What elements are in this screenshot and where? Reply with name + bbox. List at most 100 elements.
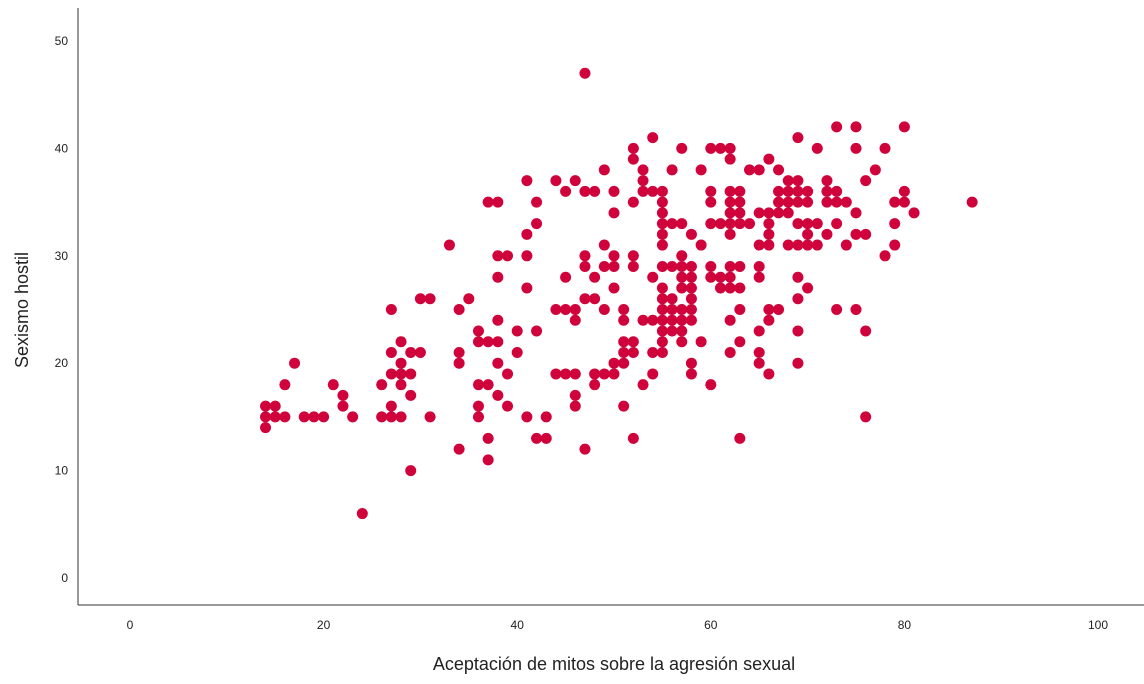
data-point	[724, 282, 736, 294]
data-point	[753, 357, 765, 369]
data-point	[395, 357, 407, 369]
data-point	[811, 218, 823, 230]
data-point	[598, 368, 610, 380]
data-point	[443, 239, 455, 251]
data-point	[472, 411, 484, 423]
data-point	[540, 411, 552, 423]
data-point	[753, 325, 765, 337]
data-point	[492, 314, 504, 326]
data-point	[656, 228, 668, 240]
data-point	[724, 314, 736, 326]
data-point	[608, 250, 620, 262]
data-point	[560, 271, 572, 283]
data-point	[376, 411, 388, 423]
data-point	[569, 389, 581, 401]
data-point	[821, 185, 833, 197]
data-point	[734, 432, 746, 444]
data-point	[811, 142, 823, 154]
data-point	[550, 368, 562, 380]
data-point	[714, 142, 726, 154]
data-point	[782, 175, 794, 187]
y-tick-label: 0	[61, 571, 68, 585]
data-point	[356, 508, 368, 520]
data-point	[734, 336, 746, 348]
x-tick-label: 40	[511, 618, 525, 632]
data-point	[560, 304, 572, 315]
data-point	[347, 411, 359, 423]
data-point	[676, 325, 688, 337]
data-point	[395, 379, 407, 391]
data-point	[521, 282, 533, 294]
data-point	[821, 196, 833, 208]
data-point	[385, 368, 397, 380]
data-point	[269, 400, 281, 412]
data-point	[656, 218, 668, 230]
data-point	[782, 207, 794, 219]
data-point	[831, 218, 843, 230]
data-point	[260, 422, 272, 434]
data-point	[879, 250, 891, 262]
data-point	[724, 218, 736, 230]
data-point	[502, 400, 514, 412]
data-point	[763, 207, 775, 219]
data-point	[898, 196, 910, 208]
data-point	[724, 153, 736, 165]
data-point	[560, 368, 572, 380]
data-point	[647, 185, 659, 197]
data-point	[618, 336, 630, 348]
data-point	[685, 357, 697, 369]
data-point	[705, 185, 717, 197]
data-point	[279, 411, 291, 423]
data-point	[782, 239, 794, 251]
data-point	[763, 304, 775, 315]
data-point	[414, 346, 426, 358]
data-point	[647, 314, 659, 326]
data-point	[831, 185, 843, 197]
data-point	[773, 304, 785, 315]
data-point	[656, 207, 668, 219]
data-point	[753, 239, 765, 251]
data-point	[676, 142, 688, 154]
data-point	[656, 325, 668, 337]
data-point	[511, 325, 523, 337]
data-point	[734, 207, 746, 219]
data-point	[531, 325, 543, 337]
data-point	[569, 304, 581, 315]
data-point	[414, 293, 426, 305]
data-point	[569, 368, 581, 380]
data-point	[656, 239, 668, 251]
data-point	[724, 185, 736, 197]
data-point	[656, 185, 668, 197]
data-point	[405, 389, 417, 401]
data-point	[802, 185, 814, 197]
data-point	[656, 261, 668, 273]
data-point	[840, 196, 852, 208]
data-point	[627, 261, 639, 273]
data-point	[724, 228, 736, 240]
data-point	[821, 175, 833, 187]
data-point	[792, 293, 804, 305]
data-point	[792, 218, 804, 230]
data-point	[705, 218, 717, 230]
data-point	[531, 196, 543, 208]
data-point	[705, 379, 717, 391]
data-point	[560, 185, 572, 197]
data-point	[763, 314, 775, 326]
data-point	[792, 175, 804, 187]
y-tick-label: 30	[55, 249, 69, 263]
y-tick-label: 10	[55, 464, 69, 478]
data-point	[618, 304, 630, 315]
data-point	[627, 336, 639, 348]
x-tick-label: 60	[704, 618, 718, 632]
data-point	[385, 400, 397, 412]
data-point	[850, 142, 862, 154]
data-point	[337, 389, 349, 401]
data-point	[705, 271, 717, 283]
data-point	[802, 282, 814, 294]
data-point	[840, 239, 852, 251]
data-point	[579, 250, 591, 262]
data-point	[579, 443, 591, 455]
data-point	[656, 282, 668, 294]
data-point	[763, 218, 775, 230]
data-point	[705, 261, 717, 273]
